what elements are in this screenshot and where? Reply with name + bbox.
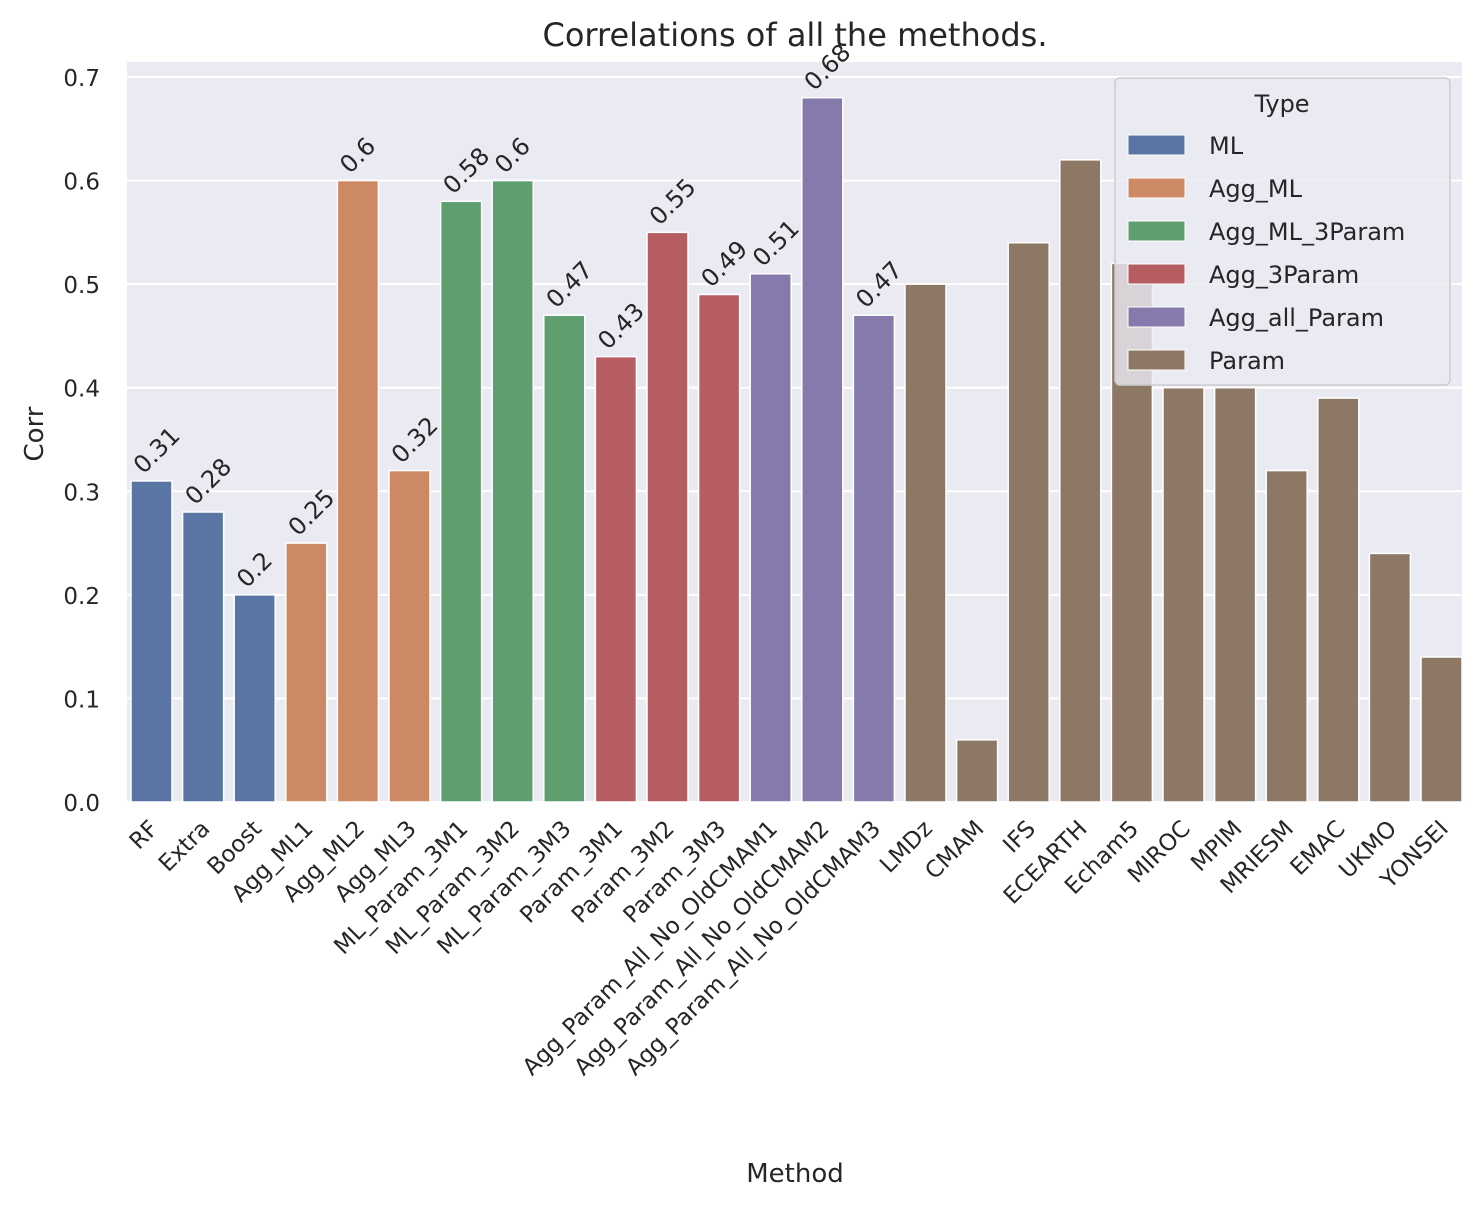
bar — [646, 231, 689, 803]
y-tick-label: 0.7 — [63, 66, 100, 92]
legend-swatch — [1127, 134, 1186, 156]
bar — [594, 355, 638, 803]
bar — [852, 314, 896, 803]
bar — [491, 179, 534, 803]
bar — [801, 96, 844, 803]
bar — [233, 594, 276, 803]
legend: Type ML Agg_ML Agg_ML_3Param Agg_3Param Agg_… — [1114, 77, 1451, 386]
legend-swatch — [1127, 349, 1186, 371]
bar — [955, 739, 999, 803]
bar — [1265, 469, 1308, 803]
x-tick-label: IFS — [998, 816, 1041, 859]
legend-label: ML — [1209, 132, 1244, 160]
bar — [130, 480, 173, 803]
x-tick-labels: RFExtraBoostAgg_ML1Agg_ML2Agg_ML3ML_Para… — [125, 816, 1454, 1081]
legend-label: Agg_3Param — [1209, 261, 1359, 289]
y-tick-label: 0.2 — [63, 584, 100, 610]
x-axis-label: Method — [746, 1159, 844, 1189]
bar — [1213, 386, 1257, 803]
legend-label: Agg_all_Param — [1209, 304, 1384, 332]
bar — [285, 542, 328, 803]
legend-swatch — [1127, 263, 1186, 285]
chart-title: Correlations of all the methods. — [543, 16, 1048, 54]
legend-label: Param — [1209, 347, 1285, 375]
bar — [904, 283, 947, 803]
bar — [543, 314, 586, 803]
x-tick-label: CMAM — [920, 816, 989, 885]
legend-swatch — [1127, 220, 1186, 242]
y-tick-labels: 0.0 0.1 0.2 0.3 0.4 0.5 0.6 0.7 — [63, 66, 100, 817]
bar — [439, 200, 483, 803]
y-tick-label: 0.4 — [63, 377, 100, 403]
bar — [1007, 241, 1050, 803]
bar — [1420, 656, 1463, 803]
legend-box — [1114, 77, 1451, 386]
bar — [697, 293, 741, 803]
bar — [1317, 397, 1360, 803]
y-tick-label: 0.6 — [63, 170, 100, 196]
legend-label: Agg_ML — [1209, 175, 1303, 203]
bar — [1059, 159, 1102, 803]
legend-title: Type — [1253, 90, 1309, 118]
legend-swatch — [1127, 306, 1186, 328]
y-tick-label: 0.0 — [63, 791, 100, 817]
bar — [336, 179, 380, 803]
y-axis-label: Corr — [20, 406, 50, 461]
x-tick-label: RF — [125, 816, 164, 855]
bar — [749, 273, 792, 803]
legend-entries: ML Agg_ML Agg_ML_3Param Agg_3Param Agg_all_P… — [1127, 132, 1405, 375]
bar — [181, 511, 225, 803]
y-tick-label: 0.5 — [63, 273, 100, 299]
bars — [130, 96, 1463, 803]
x-tick-label: Extra — [154, 816, 215, 877]
bar — [1368, 552, 1412, 803]
legend-swatch — [1127, 177, 1186, 199]
y-tick-label: 0.1 — [63, 687, 100, 713]
bar — [388, 469, 431, 803]
legend-label: Agg_ML_3Param — [1209, 218, 1405, 246]
bar — [1162, 386, 1205, 803]
y-tick-label: 0.3 — [63, 480, 100, 506]
